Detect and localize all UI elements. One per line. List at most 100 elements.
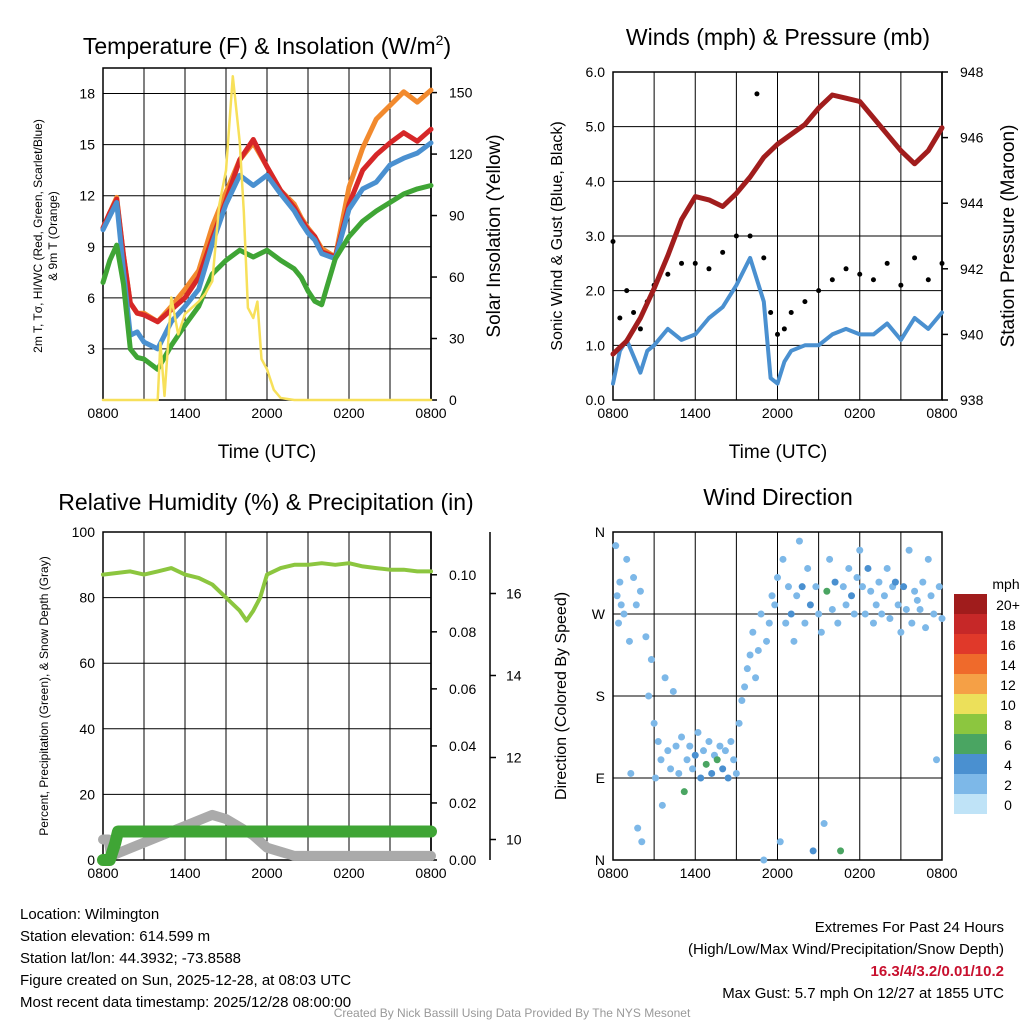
extremes-block: Extremes For Past 24 Hours (High/Low/Max…	[688, 917, 1004, 1005]
temperature-plot: 0800 1400 2000 0200 0800 3 6 9 12 15 18 0 30 60 90 120 1…	[79, 67, 473, 421]
colorbar-swatch	[954, 674, 987, 694]
direction-point	[638, 838, 646, 846]
direction-point	[651, 774, 659, 782]
direction-point	[935, 583, 943, 591]
y-tick-label: 3	[87, 341, 95, 357]
winds-xlabel: Time (UTC)	[729, 442, 828, 463]
x-tick-label: 0200	[333, 405, 364, 421]
x-tick-label: 0800	[415, 405, 446, 421]
gust-point	[692, 260, 698, 266]
pressure-tick-label: 938	[960, 392, 984, 408]
direction-point	[727, 738, 735, 746]
y-tick-label: 2.0	[586, 283, 606, 299]
direction-point	[801, 619, 809, 627]
series-solar-insolation	[101, 74, 433, 402]
direction-point	[724, 774, 732, 782]
direction-point	[691, 751, 699, 759]
direction-point	[820, 820, 828, 828]
x-tick-label: 2000	[251, 405, 282, 421]
x-tick-label: 0800	[87, 405, 118, 421]
wind-direction-panel: Wind Direction 0800 1400 2000 0200 0800NESWN…	[553, 484, 1020, 881]
direction-point	[869, 619, 877, 627]
x-tick-label: 2000	[251, 865, 282, 881]
colorbar-label: 14	[1000, 657, 1016, 673]
direction-point	[757, 610, 765, 618]
direction-point	[782, 619, 790, 627]
direction-point	[647, 656, 655, 664]
direction-point	[632, 601, 640, 609]
y-tick-label: 100	[72, 524, 96, 540]
snow-depth-tick-label: 12	[506, 750, 522, 766]
direction-point	[848, 592, 856, 600]
direction-point	[614, 619, 622, 627]
y-tick-label: W	[592, 606, 606, 622]
series-relative-humidity	[101, 561, 433, 623]
humidity-ylabel: Percent, Precipitation (Green), & Snow D…	[37, 556, 51, 835]
x-tick-label: 0200	[844, 865, 875, 881]
gust-point	[733, 233, 739, 239]
direction-point	[634, 824, 642, 832]
direction-point	[938, 615, 946, 623]
direction-point	[880, 592, 888, 600]
direction-point	[735, 719, 743, 727]
precip-tick-label: 0.06	[449, 681, 476, 697]
winds-plot: 0800 1400 2000 0200 08000.01.02.03.04.05.06.…	[586, 64, 984, 421]
direction-point	[625, 637, 633, 645]
direction-point	[815, 610, 823, 618]
gust-point	[816, 288, 822, 294]
direction-point	[806, 601, 814, 609]
y-tick-label: 40	[79, 721, 95, 737]
colorbar-swatch	[954, 654, 987, 674]
max-gust: Max Gust: 5.7 mph On 12/27 at 1855 UTC	[722, 985, 1004, 1002]
direction-point	[749, 628, 757, 636]
direction-point	[795, 537, 803, 545]
precip-tick-label: 0.04	[449, 738, 476, 754]
direction-point	[875, 578, 883, 586]
direction-point	[894, 601, 902, 609]
snow-depth-tick-label: 10	[506, 832, 522, 848]
direction-point	[858, 583, 866, 591]
insolation-tick-label: 90	[449, 208, 465, 224]
insolation-tick-label: 120	[449, 146, 473, 162]
series-t-	[100, 183, 434, 372]
humidity-panel: Relative Humidity (%) & Precipitation (i…	[37, 489, 522, 881]
direction-point	[845, 564, 853, 572]
snow-depth-tick-label: 14	[506, 668, 522, 684]
gust-point	[637, 326, 643, 332]
precip-tick-label: 0.08	[449, 624, 476, 640]
gust-point	[788, 310, 794, 316]
colorbar-label: 2	[1004, 777, 1012, 793]
colorbar-swatch	[954, 694, 987, 714]
x-tick-label: 0200	[844, 405, 875, 421]
direction-point	[678, 733, 686, 741]
colorbar-label: 10	[1000, 697, 1016, 713]
direction-point	[738, 697, 746, 705]
direction-point	[916, 605, 924, 613]
direction-point	[763, 637, 771, 645]
direction-point	[754, 646, 762, 654]
extremes-title: Extremes For Past 24 Hours	[814, 919, 1004, 936]
direction-point	[708, 769, 716, 777]
pressure-ylabel: Station Pressure (Maroon)	[998, 125, 1019, 348]
series-station-pressure	[610, 92, 945, 357]
direction-point	[817, 628, 825, 636]
direction-point	[842, 601, 850, 609]
colorbar-label: 16	[1000, 637, 1016, 653]
direction-point	[699, 747, 707, 755]
colorbar-label: 6	[1004, 737, 1012, 753]
series-snow-depth	[98, 809, 436, 861]
direction-point	[774, 574, 781, 582]
direction-point	[661, 674, 669, 682]
gust-point	[706, 266, 712, 272]
y-tick-label: 20	[79, 786, 95, 802]
insolation-ylabel: Solar Insolation (Yellow)	[484, 134, 505, 337]
direction-point	[924, 555, 932, 563]
winds-title: Winds (mph) & Pressure (mb)	[626, 24, 930, 50]
station-info: Location: Wilmington Station elevation: …	[20, 904, 351, 1014]
y-tick-label: 80	[79, 590, 95, 606]
direction-point	[765, 619, 773, 627]
insolation-tick-label: 30	[449, 331, 465, 347]
direction-point	[686, 742, 694, 750]
direction-point	[930, 610, 938, 618]
